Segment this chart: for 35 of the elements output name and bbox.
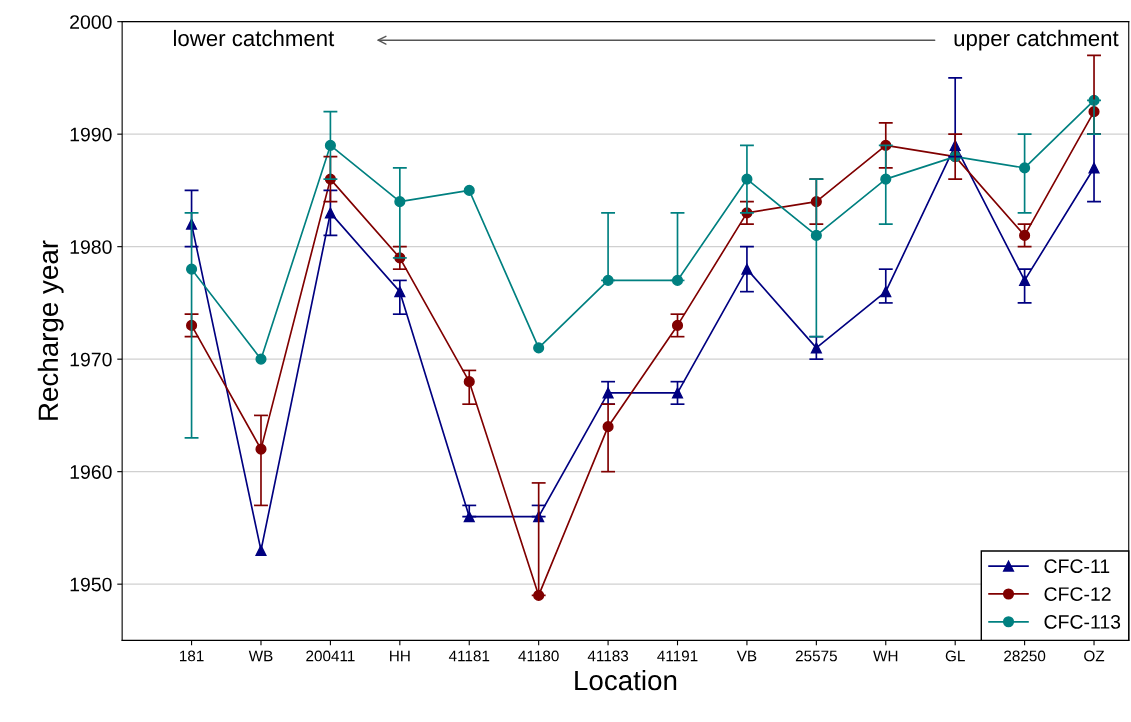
y-tick-label: 2000 bbox=[70, 15, 112, 29]
y-axis-title: Recharge year bbox=[37, 240, 64, 420]
y-tick-label: 1980 bbox=[70, 240, 112, 254]
x-tick-label: 41181 bbox=[448, 650, 490, 662]
x-tick-label: HH bbox=[390, 650, 410, 662]
x-tick-label: 181 bbox=[179, 650, 204, 662]
point bbox=[671, 319, 684, 331]
x-tick-label: 41183 bbox=[587, 650, 629, 662]
y-tick-label: 1970 bbox=[70, 352, 112, 367]
annotation: upper catchment bbox=[954, 29, 1119, 51]
point bbox=[533, 342, 545, 354]
point bbox=[255, 544, 267, 556]
x-tick-label: 200411 bbox=[306, 650, 355, 662]
legend-label: CFC-113 bbox=[1044, 615, 1121, 629]
x-tick-label: WB bbox=[248, 650, 273, 662]
x-tick-label: OZ bbox=[1084, 650, 1105, 662]
x-tick-label: GL bbox=[945, 650, 965, 662]
point bbox=[324, 139, 336, 151]
x-axis-title: Location bbox=[575, 669, 677, 691]
legend-label: CFC-11 bbox=[1044, 559, 1110, 574]
y-tick-label: 1990 bbox=[70, 127, 112, 142]
x-tick-label: 25575 bbox=[795, 650, 837, 662]
x-tick-label: VB bbox=[736, 650, 757, 662]
point bbox=[255, 353, 267, 365]
y-tick-label: 1950 bbox=[70, 577, 112, 592]
point bbox=[463, 184, 475, 196]
annotation: lower catchment bbox=[173, 29, 335, 47]
x-tick-label: 41180 bbox=[518, 650, 559, 662]
x-tick-label: 41191 bbox=[657, 650, 698, 662]
point bbox=[1019, 229, 1031, 241]
x-tick-label: WH bbox=[873, 650, 898, 662]
y-tick-label: 1960 bbox=[70, 465, 112, 479]
point bbox=[810, 229, 822, 241]
x-tick-label: 28250 bbox=[1004, 650, 1046, 662]
legend-label: CFC-12 bbox=[1044, 587, 1111, 601]
